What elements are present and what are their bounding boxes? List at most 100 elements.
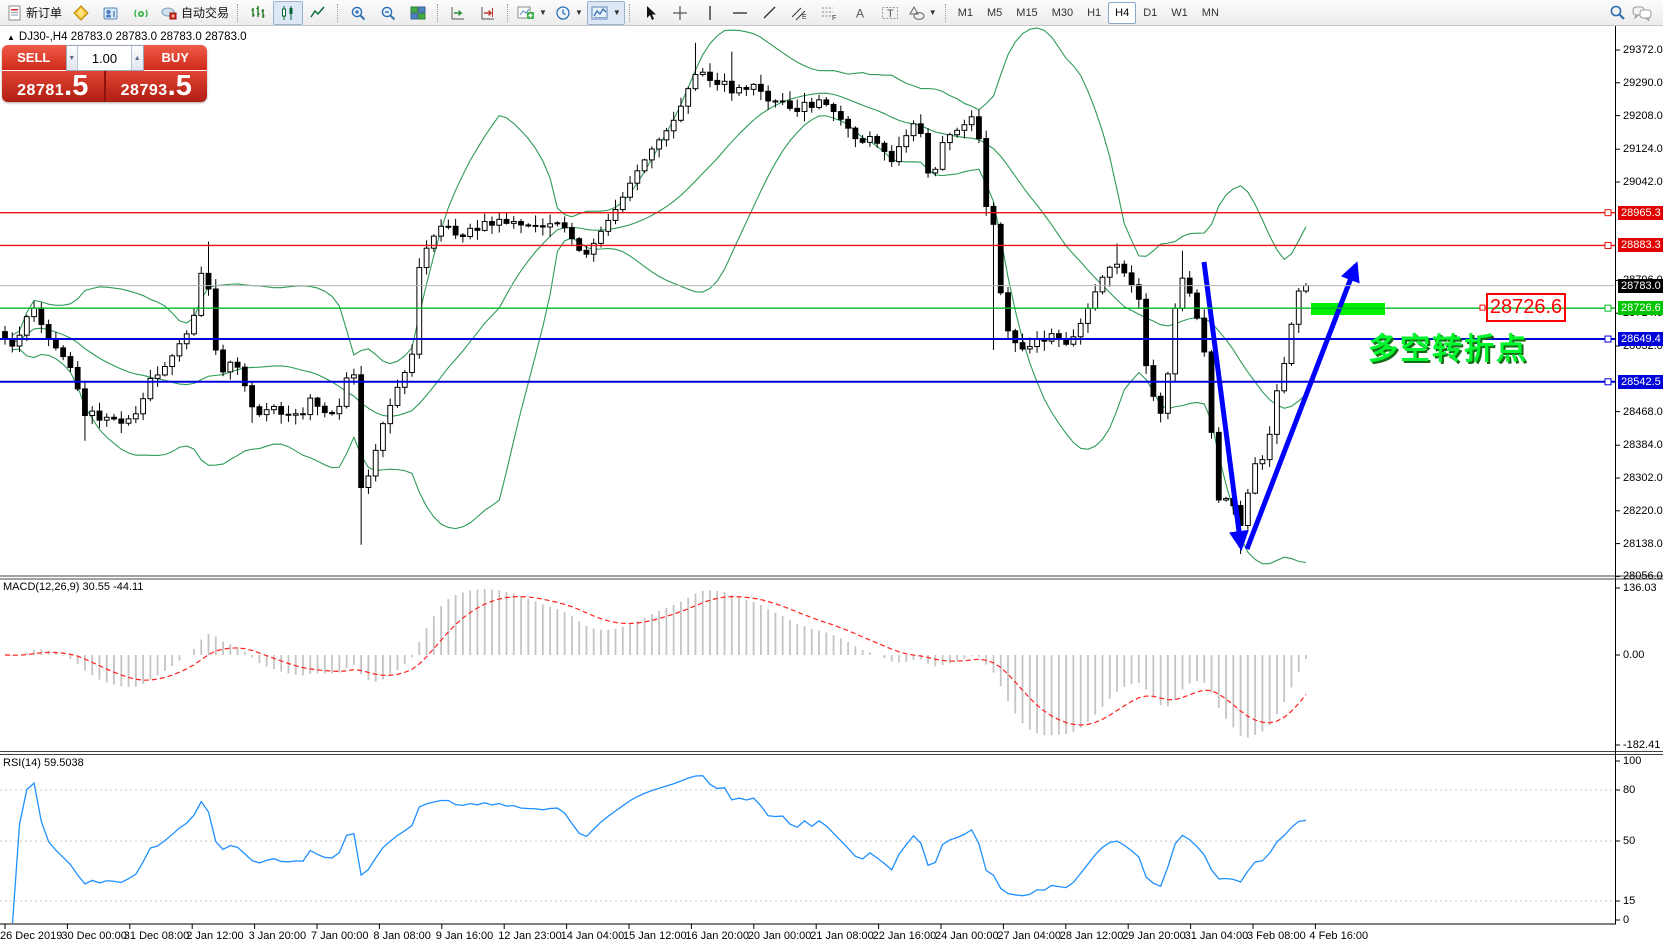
gold-button[interactable] <box>66 1 96 25</box>
sell-button[interactable]: SELL <box>2 45 66 71</box>
time-axis-label: 2 Jan 12:00 <box>186 930 244 942</box>
buy-button[interactable]: BUY <box>143 45 207 71</box>
tile-windows-button[interactable] <box>403 1 433 25</box>
period-button[interactable]: ▼ <box>551 1 587 25</box>
text-label-icon: T <box>881 6 898 20</box>
volume-decrease-button[interactable]: ▼ <box>66 46 78 70</box>
timeframe-M15[interactable]: M15 <box>1016 6 1038 19</box>
buy-price[interactable]: 28793.5 <box>103 70 208 102</box>
signal-button[interactable] <box>126 1 156 25</box>
shapes-icon <box>908 5 925 20</box>
time-axis-label: 28 Jan 12:00 <box>1059 930 1124 942</box>
sell-price[interactable]: 28781.5 <box>2 71 104 102</box>
price-axis-label: 29290.0 <box>1623 76 1663 89</box>
zoom-out-button[interactable] <box>373 1 403 25</box>
cursor-button[interactable] <box>635 1 665 25</box>
one-click-trading-panel: SELL ▼ ▲ BUY 28781.5 28793.5 <box>2 45 207 102</box>
toolbar-separator <box>337 3 339 22</box>
turning-point-annotation: 多空转折点 <box>1368 333 1528 366</box>
timeframe-H1[interactable]: H1 <box>1087 6 1102 19</box>
auto-trading-button[interactable]: 自动交易 <box>156 1 233 25</box>
text-label-button[interactable]: T <box>875 1 905 25</box>
volume-input[interactable] <box>77 46 132 70</box>
timeframe-bar: M1 M5 M15 M30 H1 H4 D1 W1 MN <box>951 1 1226 24</box>
shapes-button[interactable]: ▼ <box>905 1 941 25</box>
time-axis-label: 14 Jan 04:00 <box>560 930 625 942</box>
candlestick-chart-button[interactable] <box>273 0 304 25</box>
timeframe-M30[interactable]: M30 <box>1051 6 1074 19</box>
time-axis-label: 16 Jan 20:00 <box>685 930 750 942</box>
price-callout-box[interactable]: 28726.6 <box>1486 293 1566 322</box>
time-axis-label: 26 Dec 2019 <box>0 930 63 942</box>
price-axis-label: 28384.0 <box>1623 439 1663 452</box>
toolbar-right <box>1609 4 1660 21</box>
volume-increase-button[interactable]: ▲ <box>131 46 143 70</box>
price-axis-label: 29124.0 <box>1623 143 1663 156</box>
horizontal-line-button[interactable] <box>725 1 755 25</box>
auto-scroll-button[interactable] <box>443 1 473 25</box>
price-axis-badge: 28542.5 <box>1618 374 1663 389</box>
time-axis-label: 9 Jan 16:00 <box>435 930 494 942</box>
time-axis-label: 24 Jan 00:00 <box>935 930 999 942</box>
timeframe-D1[interactable]: D1 <box>1143 6 1158 19</box>
equidistant-channel-button[interactable]: E <box>785 1 815 25</box>
time-axis-label: 4 Feb 16:00 <box>1309 930 1369 942</box>
timeframe-W1[interactable]: W1 <box>1171 6 1188 19</box>
line-chart-button[interactable] <box>303 1 333 25</box>
macd-label: MACD(12,26,9) 30.55 -44.11 <box>3 581 144 593</box>
macd-axis-label: -182.41 <box>1623 739 1661 751</box>
equidistant-channel-icon: E <box>791 7 807 21</box>
rsi-axis-label: 15 <box>1623 895 1636 907</box>
macd-axis-label: 0.00 <box>1623 649 1645 661</box>
toolbar-separator <box>237 3 239 22</box>
time-axis-label: 3 Jan 20:00 <box>248 930 307 942</box>
timeframe-M1[interactable]: M1 <box>957 6 973 19</box>
chart-shift-icon <box>481 6 495 19</box>
chart-shift-button[interactable] <box>473 1 503 25</box>
price-axis-badge: 28783.0 <box>1618 278 1663 293</box>
sell-price-main: 28781 <box>17 82 65 99</box>
crosshair-button[interactable] <box>665 1 695 25</box>
candlestick-chart-icon <box>282 5 293 20</box>
time-axis-label: 27 Jan 04:00 <box>997 930 1062 942</box>
text-button[interactable]: A <box>845 1 875 25</box>
timeframe-MN[interactable]: MN <box>1201 6 1219 19</box>
dropdown-caret-icon: ▼ <box>612 8 621 17</box>
fibonacci-button[interactable]: F <box>815 1 845 25</box>
time-axis-label: 3 Feb 08:00 <box>1247 930 1306 942</box>
price-axis-label: 28056.0 <box>1623 570 1663 583</box>
vertical-line-button[interactable] <box>695 1 725 25</box>
add-indicator-button[interactable]: ▼ <box>513 1 551 25</box>
svg-text:A: A <box>856 6 864 20</box>
buy-price-frac: .5 <box>167 70 192 102</box>
toolbar-separator <box>628 3 631 22</box>
price-axis-badge: 28726.6 <box>1618 301 1663 316</box>
rsi-axis-label: 80 <box>1623 784 1636 796</box>
zoom-in-icon <box>351 6 365 20</box>
timeframe-M5[interactable]: M5 <box>987 6 1003 19</box>
zoom-in-button[interactable] <box>343 1 373 25</box>
svg-text:F: F <box>832 15 836 21</box>
chat-icon[interactable] <box>1632 5 1652 21</box>
buy-button-label: BUY <box>161 50 189 65</box>
auto-trading-icon <box>161 7 177 19</box>
price-axis-badge: 28883.3 <box>1618 238 1663 253</box>
bar-chart-button[interactable] <box>243 1 273 25</box>
collapse-triangle-icon[interactable]: ▲ <box>7 32 15 42</box>
price-axis-label: 29372.0 <box>1623 44 1663 56</box>
new-order-button[interactable]: 新订单 <box>3 1 66 25</box>
rsi-label: RSI(14) 59.5038 <box>3 757 84 769</box>
fibonacci-icon: F <box>822 7 837 21</box>
accounts-button[interactable] <box>96 1 126 25</box>
crosshair-icon <box>672 5 687 20</box>
new-order-label: 新订单 <box>26 6 63 20</box>
volume-control: ▼ ▲ <box>65 45 144 71</box>
trendline-button[interactable] <box>755 1 785 25</box>
tile-windows-icon <box>410 6 426 20</box>
template-button[interactable]: ▼ <box>586 0 625 25</box>
timeframe-H4[interactable]: H4 <box>1108 1 1137 24</box>
search-icon[interactable] <box>1609 4 1626 21</box>
price-axis-label: 28468.0 <box>1623 405 1663 418</box>
